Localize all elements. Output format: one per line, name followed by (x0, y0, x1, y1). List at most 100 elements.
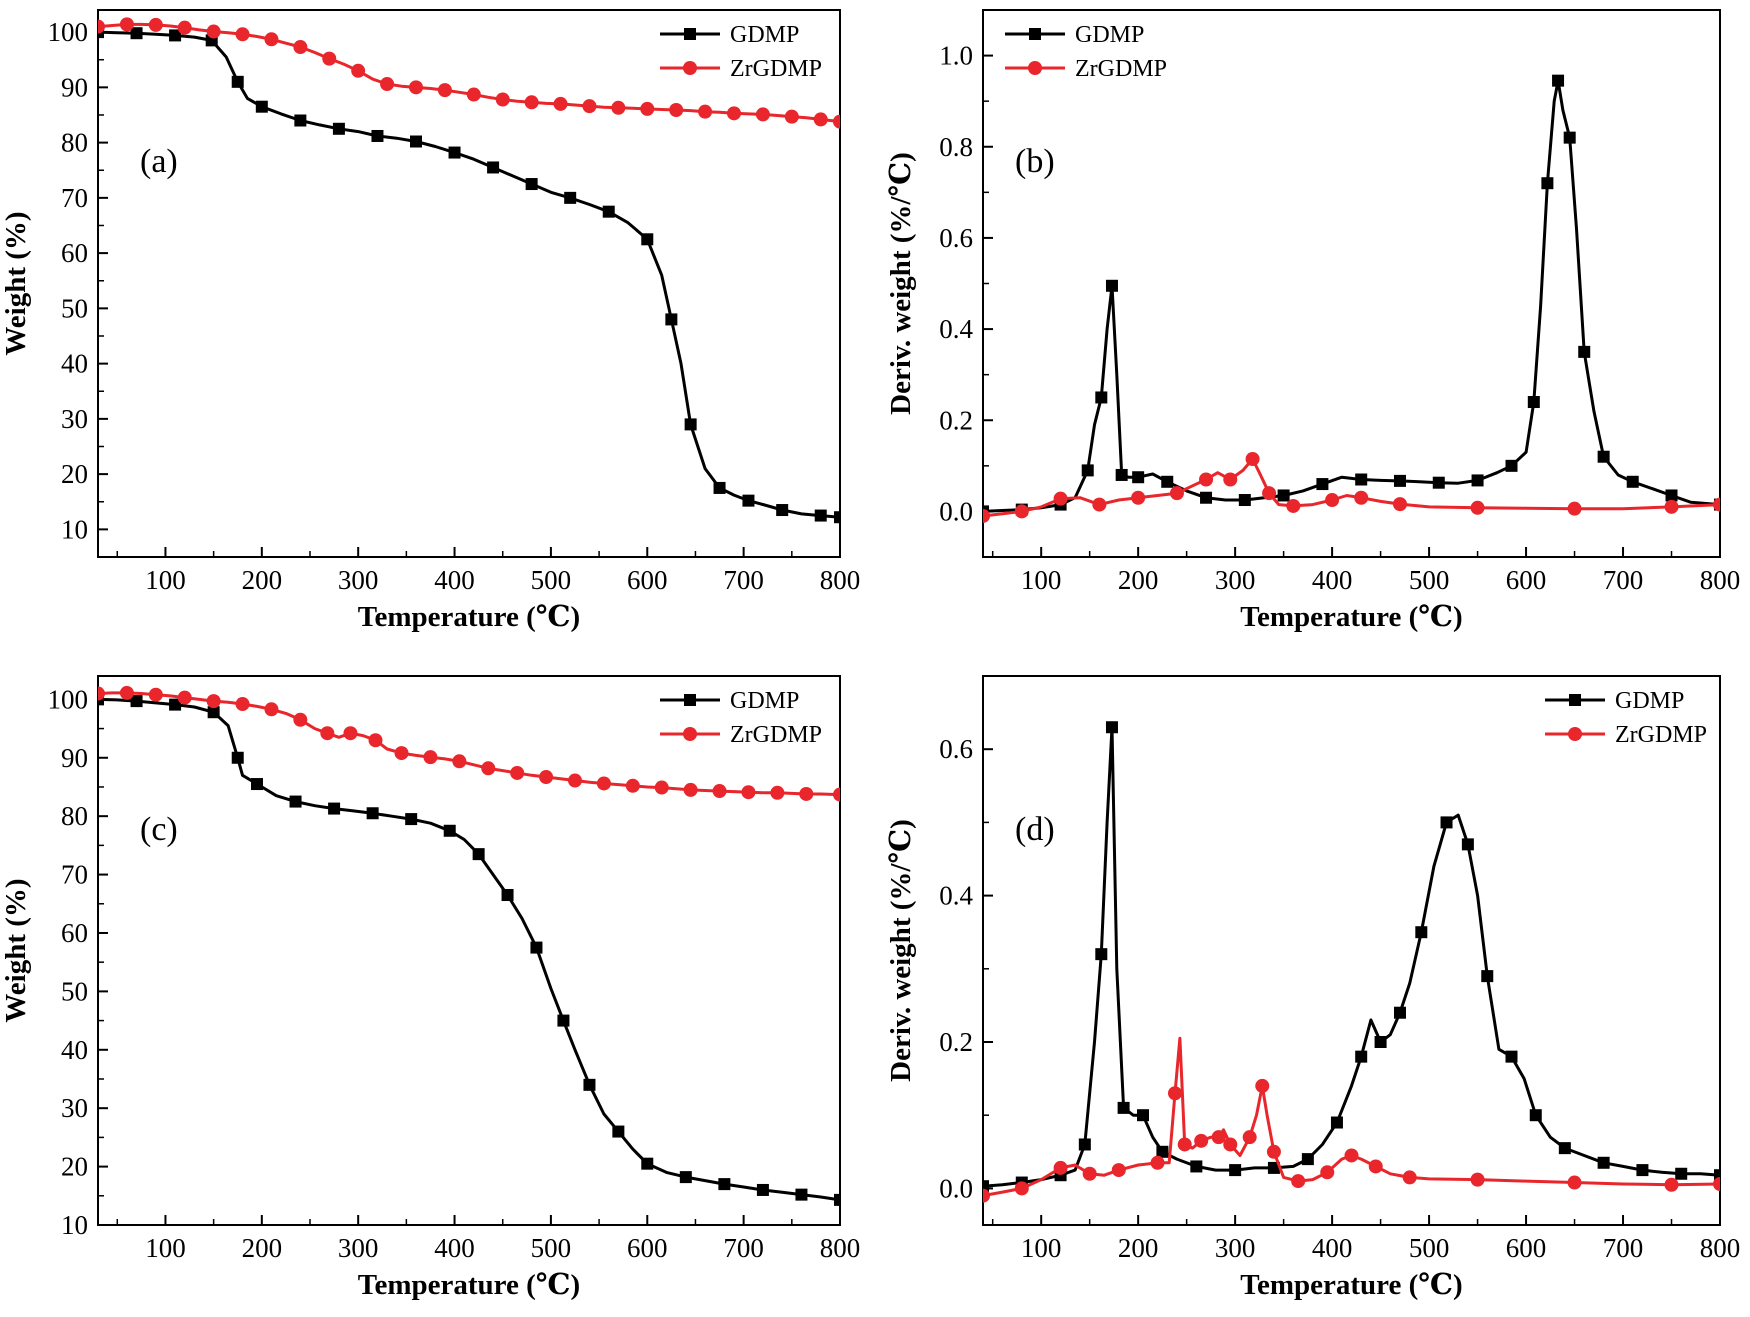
data-point (231, 751, 244, 764)
legend: GDMP ZrGDMP (1005, 22, 1167, 82)
x-tick-label: 300 (338, 1233, 379, 1263)
x-tick-label: 700 (723, 565, 764, 595)
data-point (148, 687, 163, 702)
series-zrgdmp (983, 451, 1720, 523)
data-point (169, 29, 182, 42)
data-point (834, 1193, 840, 1206)
x-tick-label: 800 (820, 1233, 861, 1263)
x-tick-label: 300 (1215, 565, 1256, 595)
y-tick-label: 10 (61, 514, 88, 544)
data-point (264, 32, 279, 47)
legend-label: ZrGDMP (730, 722, 822, 748)
data-point (466, 87, 481, 102)
data-point (119, 17, 134, 32)
x-tick-label: 300 (1215, 1233, 1256, 1263)
data-point (756, 1183, 769, 1196)
data-point (1262, 486, 1277, 501)
data-point (1440, 816, 1453, 829)
data-point (557, 1014, 570, 1027)
data-point (564, 191, 577, 204)
data-point (332, 122, 345, 135)
data-point (1177, 1137, 1192, 1152)
y-tick-label: 0.2 (939, 1027, 973, 1057)
data-point (1316, 478, 1329, 491)
y-tick-label: 80 (61, 128, 88, 158)
data-point (1291, 1174, 1306, 1189)
data-point (795, 1188, 808, 1201)
data-point (264, 702, 279, 717)
x-axis-title: Temperature (℃) (1240, 1269, 1462, 1301)
series-line-gdmp (983, 725, 1720, 1188)
data-point (1354, 490, 1369, 505)
data-point (351, 63, 366, 78)
chart-panel-4: 100 200 300 400 500 600 700 800 0.0 0.2 0.4 0.6 Temp… (885, 675, 1740, 1301)
data-point (1664, 1177, 1679, 1192)
y-tick-label: 100 (48, 17, 89, 47)
y-tick-label: 0.2 (939, 405, 973, 435)
y-tick-label: 80 (61, 801, 88, 831)
x-tick-label: 200 (242, 565, 283, 595)
data-point (568, 773, 582, 788)
data-point (1266, 1144, 1281, 1159)
data-point (1245, 451, 1260, 466)
x-tick-label: 800 (820, 565, 861, 595)
legend: GDMP ZrGDMP (660, 688, 822, 748)
plot-frame (982, 675, 1721, 1226)
data-point (1161, 475, 1174, 488)
data-point (1344, 1148, 1359, 1163)
data-point (1277, 489, 1290, 502)
data-point (169, 698, 182, 711)
data-point (1242, 1130, 1257, 1145)
data-point (718, 1178, 731, 1191)
y-tick-label: 20 (61, 459, 88, 489)
x-tick-label: 600 (627, 565, 668, 595)
data-point (1082, 1166, 1097, 1181)
y-tick-label: 0.4 (939, 881, 973, 911)
data-point (177, 690, 192, 705)
data-point (328, 802, 341, 815)
data-point (596, 776, 611, 791)
data-point (1255, 1078, 1270, 1093)
data-point (1095, 948, 1108, 961)
data-point (1223, 472, 1238, 487)
series-zrgdmp (98, 17, 840, 129)
data-point (553, 96, 568, 111)
data-point (1150, 1155, 1165, 1170)
data-point (833, 787, 840, 802)
data-point (1105, 279, 1118, 292)
data-point (443, 824, 456, 837)
data-point (983, 508, 990, 523)
data-point (366, 807, 379, 820)
data-point (1481, 970, 1494, 983)
x-tick-label: 400 (434, 565, 475, 595)
data-point (1368, 1159, 1383, 1174)
legend-label: ZrGDMP (1615, 722, 1707, 748)
y-tick-label: 60 (61, 918, 88, 948)
data-point (776, 504, 789, 517)
data-point (1392, 497, 1407, 512)
data-point (1415, 926, 1428, 939)
x-tick-label: 200 (242, 1233, 283, 1263)
data-point (1238, 494, 1251, 507)
data-point (410, 135, 422, 148)
data-point (1053, 1160, 1068, 1175)
y-tick-label: 0.6 (939, 223, 973, 253)
data-point (1393, 474, 1406, 487)
chart-panel-1: 100 200 300 400 500 600 700 800 10 20 30 40 50 60 70 80… (0, 9, 861, 633)
data-point (799, 786, 814, 801)
data-point (405, 813, 418, 826)
data-point (1558, 1142, 1571, 1155)
data-point (1597, 1156, 1610, 1169)
data-point (1714, 1169, 1720, 1182)
data-point (1470, 500, 1485, 515)
data-point (727, 106, 741, 121)
data-point (207, 706, 220, 719)
data-point (1169, 486, 1184, 501)
data-point (293, 712, 308, 727)
data-point (501, 889, 514, 902)
panel-label: (a) (140, 143, 178, 180)
y-tick-label: 0.0 (939, 496, 973, 526)
x-tick-label: 500 (1409, 565, 1450, 595)
data-point (1194, 1133, 1209, 1148)
data-point (1137, 1109, 1150, 1122)
